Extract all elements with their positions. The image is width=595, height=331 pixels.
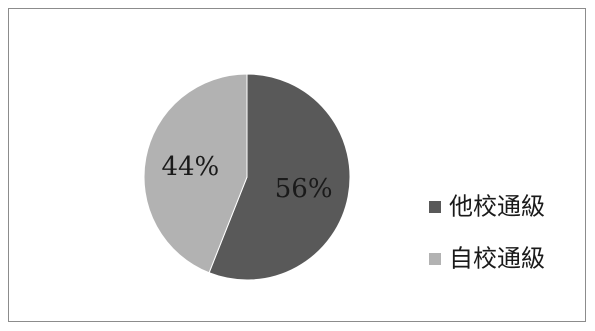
data-label-2: 44% (161, 152, 219, 182)
pie-slice-2 (143, 73, 248, 274)
legend-label-1: 他校通級 (449, 193, 545, 221)
legend-label-2: 自校通級 (449, 245, 545, 273)
pie-data-labels: 56% 44% (161, 152, 332, 204)
legend-swatch-2 (429, 253, 441, 265)
pie-slice-1 (208, 73, 351, 281)
pie-slices (143, 73, 351, 281)
legend-swatch-1 (429, 201, 441, 213)
data-label-1: 56% (275, 174, 333, 204)
chart-frame: 56% 44% 他校通級自校通級 (8, 8, 586, 322)
